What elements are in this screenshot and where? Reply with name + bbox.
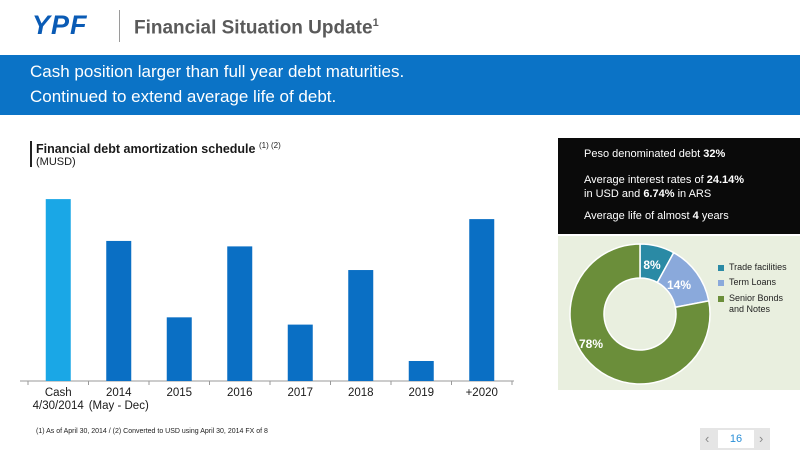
- chart-title-marker: [30, 141, 32, 167]
- chart-title: Financial debt amortization schedule (1)…: [36, 141, 281, 157]
- bar-2: [166, 317, 192, 381]
- donut-label-2: 78%: [579, 337, 603, 351]
- bar-4: [287, 324, 313, 381]
- ypf-logo: YPF: [32, 10, 88, 40]
- chart-unit: (MUSD): [36, 156, 76, 168]
- x-tick-label-1: 2014 (May - Dec): [89, 387, 149, 412]
- legend-bonds: Senior Bonds and Notes: [729, 293, 784, 314]
- legend-trade: Trade facilities: [729, 262, 787, 272]
- x-tick-label-6: 2019: [408, 387, 434, 399]
- x-tick-label-0: Cash 4/30/2014: [33, 387, 85, 412]
- bar-6: [408, 360, 434, 381]
- average-life-text: Average life of almost 4 years: [584, 210, 729, 222]
- legend-swatch-bonds: [718, 296, 724, 302]
- interest-rates-text: Average interest rates of 24.14%: [584, 174, 745, 186]
- debt-summary-panel: Peso denominated debt 32% Average intere…: [558, 138, 800, 234]
- x-tick-label-3: 2016: [227, 387, 253, 399]
- page-number: 16: [718, 430, 754, 448]
- headline-banner: Cash position larger than full year debt…: [0, 55, 800, 115]
- donut-slice-2: [569, 243, 711, 385]
- donut-label-0: 8%: [643, 258, 661, 272]
- donut-label-1: 14%: [667, 278, 691, 292]
- interest-rates-text-2: in USD and 6.74% in ARS: [584, 188, 712, 200]
- legend-term: Term Loans: [729, 277, 777, 287]
- prev-page-icon[interactable]: ‹: [705, 431, 710, 446]
- peso-debt-text: Peso denominated debt 32%: [584, 148, 726, 160]
- x-tick-label-2: 2015: [166, 387, 192, 399]
- bar-0: [45, 199, 71, 381]
- debt-composition-panel: 8% 14% 78% Trade facilities Term Loans Sen…: [558, 236, 800, 390]
- x-tick-label-4: 2017: [287, 387, 313, 399]
- header-divider: [119, 10, 120, 42]
- banner-line-2: Continued to extend average life of debt…: [30, 87, 337, 106]
- bar-7: [469, 219, 495, 381]
- pager: ‹ 16 ›: [700, 428, 770, 450]
- legend-swatch-trade: [718, 265, 724, 271]
- footnote: (1) As of April 30, 2014 / (2) Converted…: [36, 428, 268, 435]
- next-page-icon[interactable]: ›: [759, 431, 764, 446]
- x-tick-label-7: +2020: [466, 387, 498, 399]
- x-tick-label-5: 2018: [348, 387, 374, 399]
- legend-swatch-term: [718, 280, 724, 286]
- debt-composition-donut: 8% 14% 78%: [569, 243, 711, 385]
- bar-5: [348, 270, 374, 381]
- page-title: Financial Situation Update1: [134, 17, 379, 39]
- banner-line-1: Cash position larger than full year debt…: [30, 62, 405, 81]
- bar-3: [227, 246, 253, 381]
- bar-1: [106, 240, 132, 381]
